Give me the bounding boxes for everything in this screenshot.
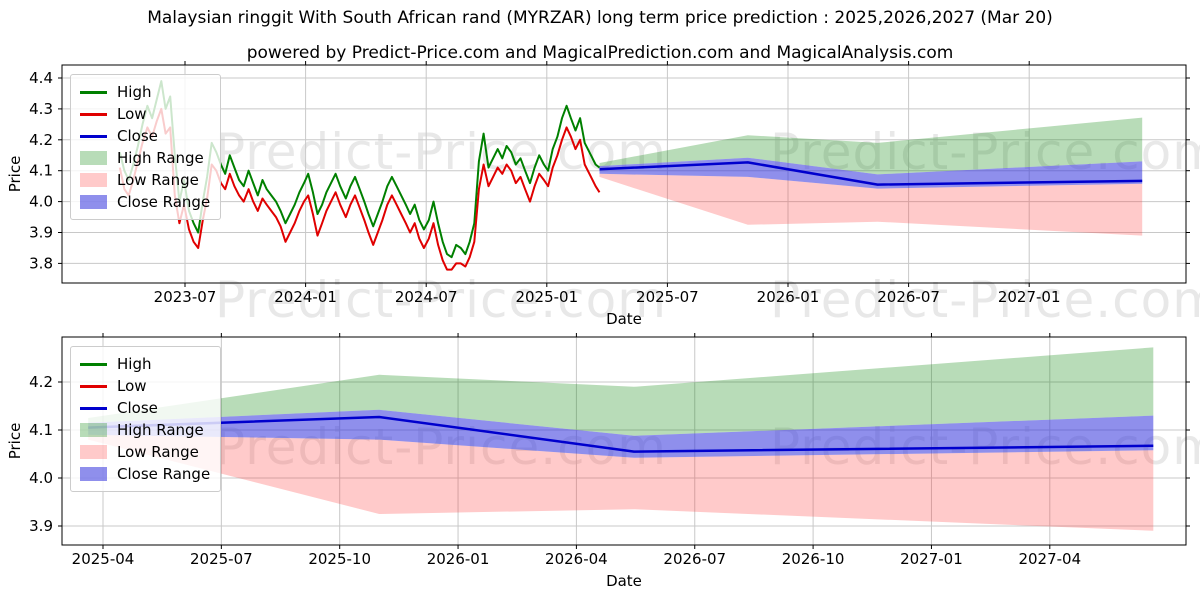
x-tick-label: 2026-04: [545, 550, 608, 568]
legend-label: Low Range: [117, 443, 199, 461]
legend-label: Low Range: [117, 171, 199, 189]
legend-item-low-range: Low Range: [80, 441, 210, 463]
legend-line-swatch: [80, 134, 107, 138]
legend-patch-swatch: [80, 423, 107, 437]
low-range-band: [599, 173, 1143, 236]
x-tick-label: 2026-01: [757, 288, 820, 306]
legend-item-high-range: High Range: [80, 419, 210, 441]
x-tick-label: 2024-01: [274, 288, 337, 306]
y-tick-label: 3.9: [29, 517, 53, 535]
legend-line-swatch: [80, 406, 107, 410]
plot-border: [61, 336, 1187, 546]
legend-item-low-range: Low Range: [80, 169, 210, 191]
legend-item-close: Close: [80, 125, 210, 147]
legend-patch-swatch: [80, 173, 107, 187]
x-tick-label: 2027-01: [900, 550, 963, 568]
y-tick-label: 4.1: [29, 162, 53, 180]
x-tick-label: 2024-07: [395, 288, 458, 306]
y-tick-label: 3.9: [29, 224, 53, 242]
legend-label: High Range: [117, 421, 204, 439]
x-axis-label: Date: [606, 572, 642, 590]
x-tick-label: 2026-01: [427, 550, 490, 568]
close-range-band: [88, 409, 1154, 458]
y-axis-label: Price: [6, 423, 24, 460]
legend-label: High: [117, 355, 152, 373]
low-range-band: [88, 434, 1154, 531]
legend-patch-swatch: [80, 445, 107, 459]
close-line: [599, 161, 1143, 186]
legend-item-low: Low: [80, 375, 210, 397]
legend-bottom-chart: High Low Close High Range Low Range Close Ran…: [70, 346, 222, 492]
x-tick-label: 2025-07: [190, 550, 253, 568]
legend-label: Close Range: [117, 465, 211, 483]
legend-item-high: High: [80, 353, 210, 375]
legend-label: High Range: [117, 149, 204, 167]
x-tick-label: 2027-04: [1018, 550, 1081, 568]
legend-line-swatch: [80, 362, 107, 366]
high-line: [118, 80, 601, 259]
y-tick-label: 4.0: [29, 193, 53, 211]
legend-item-high-range: High Range: [80, 147, 210, 169]
y-tick-label: 4.4: [29, 69, 53, 87]
low-line: [118, 107, 601, 271]
x-tick-label: 2026-07: [663, 550, 726, 568]
legend-item-low: Low: [80, 103, 210, 125]
legend-item-high: High: [80, 81, 210, 103]
close-line: [88, 415, 1154, 453]
legend-patch-swatch: [80, 151, 107, 165]
y-tick-label: 4.0: [29, 469, 53, 487]
x-axis-label: Date: [606, 310, 642, 328]
legend-label: Close Range: [117, 193, 211, 211]
x-tick-label: 2027-01: [998, 288, 1061, 306]
x-tick-label: 2026-10: [782, 550, 845, 568]
high-range-band: [599, 117, 1143, 175]
x-tick-label: 2026-07: [877, 288, 940, 306]
x-tick-label: 2025-04: [72, 550, 135, 568]
y-tick-label: 4.1: [29, 421, 53, 439]
x-tick-label: 2025-07: [636, 288, 699, 306]
legend-label: Close: [117, 399, 158, 417]
figure-title: Malaysian ringgit With South African ran…: [147, 8, 1053, 28]
close-range-band: [599, 157, 1143, 189]
legend-item-close: Close: [80, 397, 210, 419]
legend-item-close-range: Close Range: [80, 463, 210, 485]
legend-patch-swatch: [80, 467, 107, 481]
y-tick-label: 4.3: [29, 100, 53, 118]
legend-patch-swatch: [80, 195, 107, 209]
y-tick-label: 3.8: [29, 254, 53, 272]
legend-line-swatch: [80, 384, 107, 388]
legend-label: High: [117, 83, 152, 101]
legend-line-swatch: [80, 90, 107, 94]
legend-top-chart: High Low Close High Range Low Range Close Ran…: [70, 74, 222, 220]
y-axis-label: Price: [6, 156, 24, 193]
legend-line-swatch: [80, 112, 107, 116]
y-tick-label: 4.2: [29, 131, 53, 149]
y-tick-label: 4.2: [29, 373, 53, 391]
legend-label: Low: [117, 377, 147, 395]
legend-label: Low: [117, 105, 147, 123]
x-tick-label: 2023-07: [154, 288, 217, 306]
x-tick-label: 2025-01: [515, 288, 578, 306]
legend-label: Close: [117, 127, 158, 145]
x-tick-label: 2025-10: [308, 550, 371, 568]
plot-border: [61, 64, 1187, 284]
high-range-band: [88, 347, 1154, 436]
legend-item-close-range: Close Range: [80, 191, 210, 213]
figure-subtitle: powered by Predict-Price.com and Magical…: [246, 43, 954, 63]
